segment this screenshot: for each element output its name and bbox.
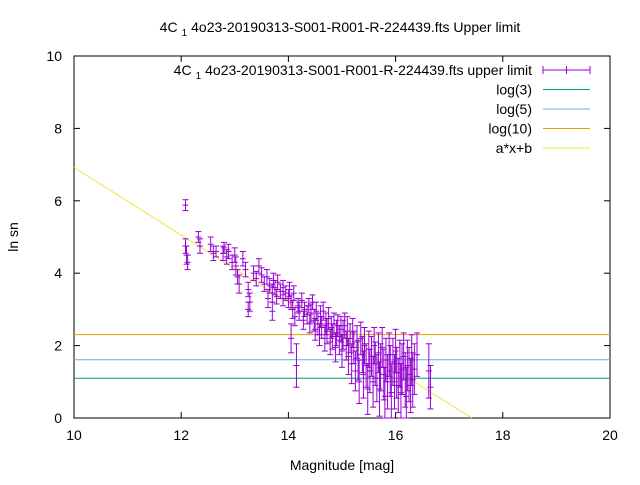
legend-label: 4C 1 4o23-20190313-S001-R001-R-224439.fts … <box>174 62 532 82</box>
data-point <box>330 312 337 336</box>
data-point <box>414 332 421 377</box>
legend-item: log(3) <box>496 82 590 98</box>
data-point <box>231 247 238 263</box>
x-axis: 10 12 14 16 18 20 <box>66 56 618 443</box>
data-point <box>263 269 270 285</box>
data-point <box>427 365 434 410</box>
data-point <box>282 285 289 301</box>
legend-item: 4C 1 4o23-20190313-S001-R001-R-224439.fts … <box>174 62 591 82</box>
data-point <box>306 314 313 334</box>
data-point <box>255 258 262 274</box>
y-axis: 0 2 4 6 8 10 <box>46 48 610 426</box>
x-tick-label: 20 <box>602 427 618 443</box>
y-tick-label: 8 <box>54 120 62 136</box>
data-point <box>232 256 239 276</box>
y-tick-label: 2 <box>54 338 62 354</box>
data-point <box>295 298 302 314</box>
data-point <box>312 317 319 341</box>
x-tick-label: 12 <box>173 427 189 443</box>
data-point <box>221 241 228 254</box>
data-point <box>196 238 203 254</box>
data-point <box>411 343 418 395</box>
y-tick-label: 4 <box>54 265 62 281</box>
data-point <box>381 366 388 419</box>
data-point <box>376 361 383 417</box>
data-point <box>288 323 295 354</box>
data-point <box>207 236 214 252</box>
data-point <box>274 274 281 290</box>
legend-sample <box>542 66 591 74</box>
plot-frame <box>73 55 611 419</box>
y-tick-label: 10 <box>46 48 62 64</box>
chart-title: 4C 1 4o23-20190313-S001-R001-R-224439.fts … <box>160 19 521 39</box>
data-point <box>184 254 191 271</box>
data-point <box>360 350 367 399</box>
data-point <box>397 363 404 419</box>
data-point <box>245 281 252 298</box>
data-point <box>236 274 243 294</box>
data-point <box>291 307 298 327</box>
data-point <box>320 301 327 321</box>
data-point <box>213 245 220 258</box>
data-point <box>329 323 336 350</box>
data-point <box>225 243 232 260</box>
data-point <box>363 343 370 388</box>
x-tick-label: 14 <box>281 427 297 443</box>
data-point <box>253 270 260 287</box>
y-axis-label: ln sn <box>5 222 21 252</box>
data-point <box>313 301 320 321</box>
data-point <box>301 301 308 318</box>
data-point <box>242 261 249 278</box>
y-tick-label: 0 <box>54 410 62 426</box>
legend-label: log(3) <box>496 82 532 98</box>
data-point <box>356 359 363 405</box>
data-point <box>182 199 189 212</box>
legend-label: log(5) <box>496 101 532 117</box>
data-point <box>300 310 307 330</box>
data-point <box>403 366 410 419</box>
x-tick-label: 16 <box>388 427 404 443</box>
x-axis-label: Magnitude [mag] <box>290 457 394 473</box>
legend-label: log(10) <box>488 121 532 137</box>
legend: 4C 1 4o23-20190313-S001-R001-R-224439.fts … <box>174 62 591 156</box>
data-point <box>246 292 253 312</box>
data-point <box>298 292 305 309</box>
data-point <box>272 279 278 296</box>
data-point <box>280 279 287 296</box>
data-point <box>290 285 297 301</box>
legend-item: log(10) <box>488 121 590 137</box>
legend-label: a*x+b <box>496 140 532 156</box>
x-tick-label: 10 <box>66 427 82 443</box>
data-point <box>250 265 257 281</box>
data-point <box>387 345 394 397</box>
data-point <box>195 231 202 243</box>
legend-item: a*x+b <box>496 140 590 156</box>
data-point <box>269 301 276 321</box>
data-point <box>293 343 300 388</box>
y-tick-label: 6 <box>54 193 62 209</box>
data-point <box>354 325 361 359</box>
legend-item: log(5) <box>496 101 590 117</box>
plot-points <box>182 199 434 419</box>
data-point <box>239 250 246 267</box>
data-point <box>333 319 340 347</box>
data-point <box>379 327 386 368</box>
data-point <box>344 316 351 347</box>
data-point <box>408 334 415 386</box>
data-point <box>258 267 265 283</box>
x-tick-label: 18 <box>495 427 511 443</box>
